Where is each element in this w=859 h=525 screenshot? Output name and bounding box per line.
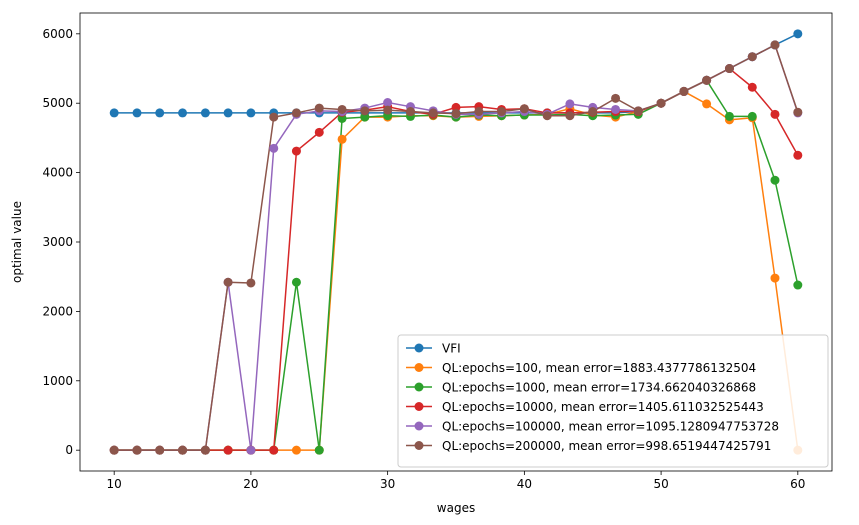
data-point <box>497 107 507 117</box>
data-point <box>314 103 324 113</box>
y-axis-label: optimal value <box>10 201 24 283</box>
series-line-0 <box>114 33 799 114</box>
legend-swatch-marker <box>414 343 424 353</box>
legend-entry-label: QL:epochs=10000, mean error=1405.6110325… <box>442 400 764 414</box>
legend-entry-label: QL:epochs=100, mean error=1883.437778613… <box>442 361 756 375</box>
y-tick-label: 5000 <box>42 96 73 110</box>
data-point <box>519 104 529 114</box>
data-point <box>291 277 301 287</box>
data-point <box>611 93 621 103</box>
y-tick-label: 1000 <box>42 374 73 388</box>
y-tick-label: 0 <box>65 443 73 457</box>
data-point <box>793 107 803 117</box>
data-point <box>269 143 279 153</box>
data-point <box>200 108 210 118</box>
legend-swatch-marker <box>414 421 424 431</box>
data-point <box>383 105 393 115</box>
legend-swatch-marker <box>414 441 424 450</box>
x-tick-label: 50 <box>653 477 668 491</box>
data-point <box>178 445 188 455</box>
data-point <box>747 52 757 62</box>
data-point <box>565 99 575 109</box>
data-point <box>451 102 461 112</box>
data-point <box>474 107 484 117</box>
legend-swatch-marker <box>414 382 424 392</box>
data-point <box>702 99 712 109</box>
data-point <box>451 109 461 119</box>
data-point <box>269 445 279 455</box>
data-point <box>770 273 780 283</box>
data-point <box>747 82 757 92</box>
data-point <box>724 64 734 74</box>
data-point <box>155 108 165 118</box>
data-point <box>611 104 621 114</box>
data-point <box>200 445 210 455</box>
data-point <box>269 112 279 122</box>
y-tick-label: 3000 <box>42 235 73 249</box>
x-tick-label: 30 <box>380 477 395 491</box>
data-point <box>383 98 393 108</box>
legend-box <box>397 334 829 468</box>
x-axis-label: wages <box>437 501 475 515</box>
data-point <box>132 445 142 455</box>
data-point <box>542 111 552 121</box>
x-tick-label: 60 <box>790 477 805 491</box>
x-axis-ticks: 10 20 30 40 50 60 <box>107 471 805 491</box>
data-point <box>337 104 347 114</box>
x-tick-label: 10 <box>107 477 122 491</box>
data-point <box>770 40 780 50</box>
data-point <box>291 146 301 156</box>
y-tick-label: 2000 <box>42 304 73 318</box>
data-point <box>747 111 757 121</box>
legend: VFI QL:epochs=100, mean error=1883.437778… <box>397 334 829 468</box>
legend-entries: VFI QL:epochs=100, mean error=1883.437778… <box>406 342 779 453</box>
data-point <box>793 150 803 160</box>
data-point <box>702 75 712 85</box>
data-point <box>770 109 780 119</box>
x-tick-label: 40 <box>517 477 532 491</box>
legend-entry-label: VFI <box>442 342 461 356</box>
data-point <box>314 127 324 137</box>
data-point <box>246 278 256 288</box>
data-point <box>565 111 575 121</box>
y-axis-ticks: 0 1000 2000 3000 4000 5000 6000 <box>42 27 80 457</box>
data-point <box>360 106 370 116</box>
data-point <box>656 98 666 108</box>
data-point <box>314 445 324 455</box>
data-point <box>793 280 803 290</box>
series-markers <box>109 29 803 455</box>
data-point <box>223 277 233 287</box>
data-point <box>588 107 598 117</box>
legend-swatch-marker <box>414 363 424 372</box>
data-point <box>770 175 780 185</box>
data-point <box>337 134 347 144</box>
data-point <box>132 108 142 118</box>
data-point <box>679 86 689 96</box>
data-point <box>246 445 256 455</box>
data-point <box>291 445 301 455</box>
legend-swatch-marker <box>414 402 424 411</box>
data-point <box>155 445 165 455</box>
legend-entry-label: QL:epochs=1000, mean error=1734.66204032… <box>442 381 756 395</box>
data-point <box>178 108 188 118</box>
legend-entry-label: QL:epochs=100000, mean error=1095.128094… <box>442 420 779 434</box>
y-tick-label: 4000 <box>42 166 73 180</box>
data-point <box>223 445 233 455</box>
data-point <box>428 108 438 118</box>
data-point <box>360 112 370 122</box>
data-point <box>793 29 803 39</box>
data-point <box>109 445 119 455</box>
data-point <box>246 108 256 118</box>
data-point <box>109 108 119 118</box>
data-point <box>405 107 415 117</box>
legend-entry-label: QL:epochs=200000, mean error=998.6519447… <box>442 439 771 453</box>
data-point <box>633 106 643 116</box>
data-point <box>337 113 347 123</box>
data-point <box>223 108 233 118</box>
data-point <box>291 108 301 118</box>
x-tick-label: 20 <box>243 477 258 491</box>
data-point <box>724 111 734 121</box>
y-tick-label: 6000 <box>42 27 73 41</box>
